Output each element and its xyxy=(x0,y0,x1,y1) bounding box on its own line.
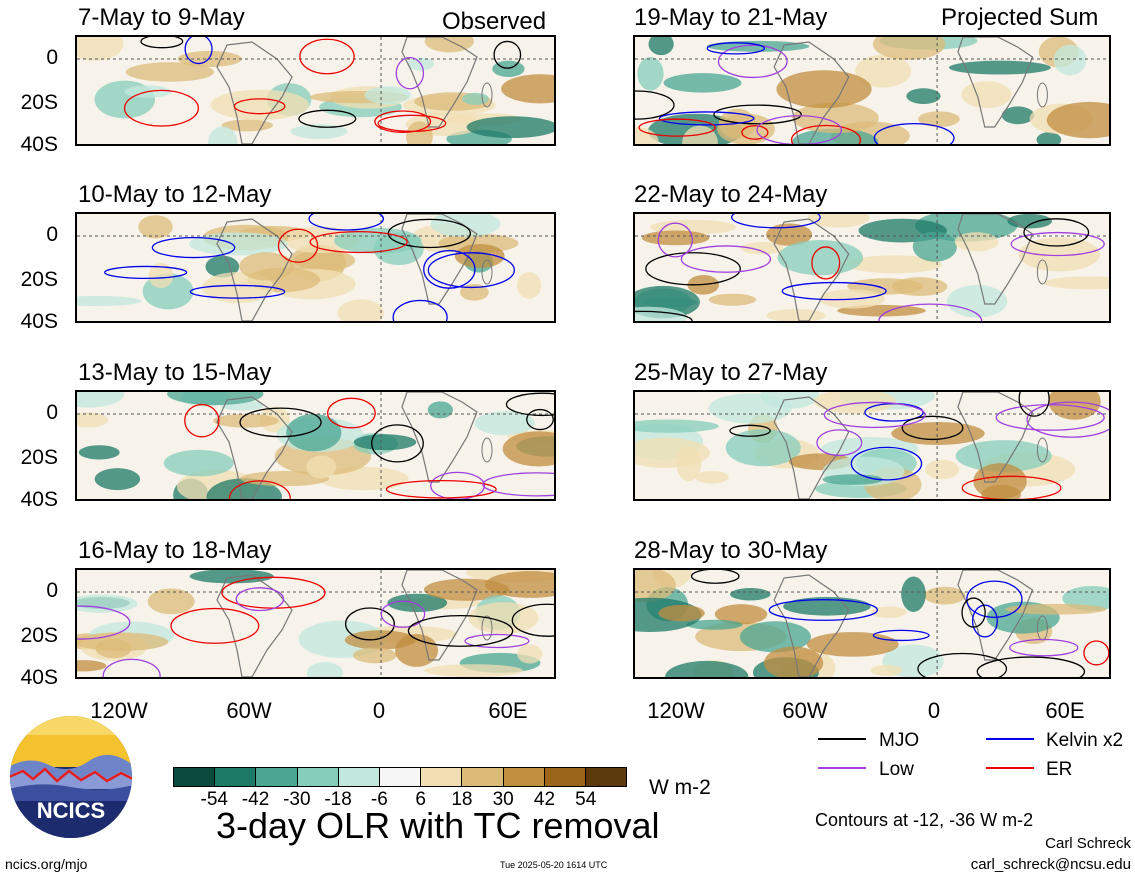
colorbar-tick-label: 42 xyxy=(533,789,556,810)
legend-line-low xyxy=(818,767,866,769)
legend-label-er: ER xyxy=(1046,759,1073,780)
y-tick-label: 40S xyxy=(20,666,58,689)
x-tick-label: 60W xyxy=(226,698,272,723)
x-tick-label: 60E xyxy=(1045,698,1085,723)
colorbar-tick-label: 18 xyxy=(451,789,473,810)
projected-label: Projected Sum xyxy=(941,4,1099,31)
colorbar-tick-label: -6 xyxy=(370,789,388,810)
y-tick-label: 40S xyxy=(20,488,58,511)
colorbar-swatch xyxy=(378,768,421,786)
panel-title: 25-May to 27-May xyxy=(634,359,828,386)
colorbar-frame xyxy=(173,767,627,787)
colorbar-swatch xyxy=(502,768,544,786)
legend-line-er xyxy=(986,767,1034,769)
y-tick-label: 20S xyxy=(20,268,58,291)
y-tick-label: 0 xyxy=(46,46,58,69)
colorbar-swatch xyxy=(214,768,256,786)
y-tick-label: 0 xyxy=(46,223,58,246)
main-title: 3-day OLR with TC removal xyxy=(216,805,660,846)
colorbar-swatch xyxy=(174,768,215,786)
observed-label: Observed xyxy=(442,8,547,35)
y-tick-label: 20S xyxy=(20,446,58,469)
y-tick-label: 0 xyxy=(46,401,58,424)
panel-title: 13-May to 15-May xyxy=(78,359,272,386)
colorbar-tick-label: -30 xyxy=(283,789,311,810)
author-name: Carl Schreck xyxy=(1045,835,1131,852)
legend-line-kelvin xyxy=(986,738,1034,740)
colorbar-swatch xyxy=(461,768,503,786)
colorbar-tick-label: -42 xyxy=(241,789,270,810)
colorbar-swatch xyxy=(296,768,338,786)
y-tick-label: 40S xyxy=(20,310,58,333)
olr-map xyxy=(633,390,1111,501)
colorbar-swatch xyxy=(543,768,585,786)
legend-label-low: Low xyxy=(879,759,914,780)
panel-title: 28-May to 30-May xyxy=(634,537,828,564)
y-tick-label: 40S xyxy=(20,133,58,156)
panel-title: 22-May to 24-May xyxy=(634,181,828,208)
olr-map xyxy=(75,212,556,323)
colorbar-tick-label: -18 xyxy=(324,789,352,810)
colorbar-tick-label: -54 xyxy=(200,789,228,810)
colorbar-tick-label: 30 xyxy=(492,789,514,810)
legend-label-kelvin: Kelvin x2 xyxy=(1046,730,1124,751)
panel-title: 19-May to 21-May xyxy=(634,4,828,31)
olr-map xyxy=(75,35,556,146)
timestamp: Tue 2025-05-20 1614 UTC xyxy=(500,860,608,870)
x-tick-label: 120W xyxy=(647,698,705,723)
olr-map xyxy=(633,35,1111,146)
legend-line-mjo xyxy=(818,738,866,740)
y-tick-label: 20S xyxy=(20,624,58,647)
x-tick-label: 0 xyxy=(927,698,941,723)
panel-title: 7-May to 9-May xyxy=(78,4,245,31)
olr-map xyxy=(75,568,556,679)
colorbar-swatch xyxy=(255,768,297,786)
x-tick-label: 0 xyxy=(372,698,386,723)
olr-map xyxy=(633,568,1111,679)
colorbar-swatch xyxy=(337,768,379,786)
olr-map xyxy=(75,390,556,501)
panel-title: 10-May to 12-May xyxy=(78,181,272,208)
colorbar-swatch xyxy=(420,768,462,786)
y-tick-label: 0 xyxy=(46,579,58,602)
ncics-logo: NCICS xyxy=(9,715,133,839)
logo-text: NCICS xyxy=(37,798,105,823)
legend-label-mjo: MJO xyxy=(879,730,920,751)
author-email: carl_schreck@ncsu.edu xyxy=(970,856,1131,873)
source-url: ncics.org/mjo xyxy=(5,856,88,872)
x-tick-label: 60E xyxy=(488,698,528,723)
x-tick-label: 60W xyxy=(782,698,828,723)
colorbar-units: W m-2 xyxy=(649,776,711,799)
olr-map xyxy=(633,212,1111,323)
colorbar-tick-label: 54 xyxy=(575,789,597,810)
colorbar-tick-label: 6 xyxy=(415,789,426,810)
contours-note: Contours at -12, -36 W m-2 xyxy=(815,810,1034,830)
x-tick-label: 120W xyxy=(90,698,148,723)
panel-title: 16-May to 18-May xyxy=(78,537,272,564)
colorbar-swatch xyxy=(584,768,627,786)
y-tick-label: 20S xyxy=(20,91,58,114)
